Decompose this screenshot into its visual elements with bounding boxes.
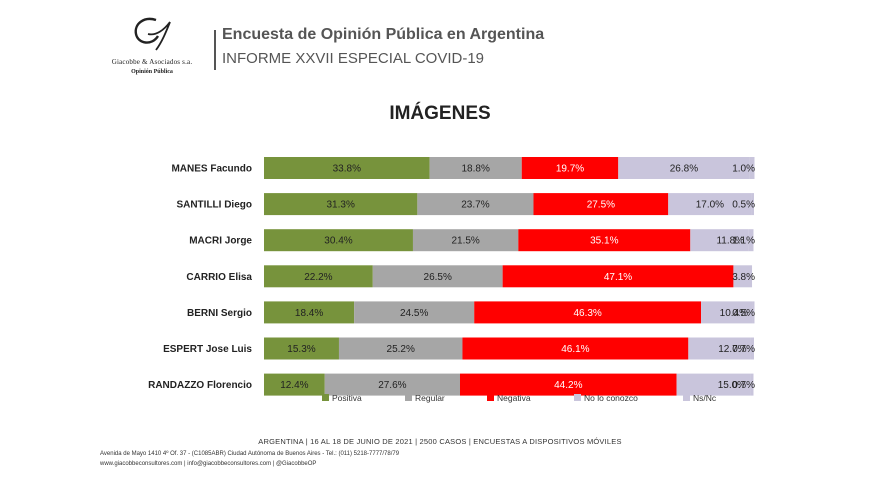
chart-title: IMÁGENES	[389, 103, 491, 124]
category-label: MACRI Jorge	[189, 236, 252, 247]
bar-segment-positiva	[264, 301, 355, 324]
bar-segment-no-lo-conozco	[668, 193, 752, 216]
data-label: 12.4%	[280, 380, 308, 391]
footer-address: Avenida de Mayo 1410 4º Of. 37 - (C1085A…	[100, 451, 400, 457]
category-label: MANES Facundo	[171, 164, 252, 175]
footer-contact: www.giacobbeconsultores.com | info@giaco…	[100, 461, 317, 467]
category-label: RANDAZZO Florencio	[148, 380, 252, 391]
bar-segment-ns-nc	[733, 265, 753, 288]
bar-segment-positiva	[264, 373, 325, 396]
data-label: 35.1%	[590, 236, 618, 247]
data-label: 12.7%	[718, 344, 746, 355]
bar-segment-no-lo-conozco	[701, 301, 753, 324]
data-label: 10.4%	[720, 308, 748, 319]
legend-label-regular: Regular	[415, 393, 445, 403]
data-label: 23.7%	[461, 200, 489, 211]
data-label: 3.8%	[732, 272, 755, 283]
bar-segment-ns-nc	[749, 157, 755, 179]
data-label: 0.7%	[732, 380, 755, 391]
data-label: 47.1%	[604, 272, 632, 283]
bar-segment-positiva	[264, 193, 418, 216]
bar-segment-negativa	[533, 193, 669, 216]
bar-segment-regular	[429, 157, 522, 179]
data-label: 27.6%	[378, 380, 406, 391]
company-logo: Giacobbe & Asociados s.a. Opinión Públic…	[100, 14, 204, 84]
category-label: ESPERT Jose Luis	[163, 344, 252, 355]
header-divider	[214, 30, 216, 70]
data-label: 46.1%	[561, 344, 589, 355]
data-label: 0.7%	[732, 344, 755, 355]
data-label: 31.3%	[327, 200, 355, 211]
bar-segment-negativa	[474, 301, 702, 324]
legend-swatch-negativa	[487, 394, 494, 401]
data-label: 0.5%	[732, 308, 755, 319]
bar-segment-regular	[354, 301, 475, 324]
data-label: 24.5%	[400, 308, 428, 319]
legend-swatch-regular	[405, 394, 412, 401]
category-label: BERNI Sergio	[187, 308, 252, 319]
bar-segment-regular	[324, 373, 460, 396]
legend-swatch-positiva	[322, 394, 329, 401]
data-label: 18.8%	[462, 164, 490, 175]
bar-segment-negativa	[460, 373, 677, 396]
bar-segment-regular	[338, 337, 463, 360]
data-label: 30.4%	[324, 236, 352, 247]
category-label: SANTILLI Diego	[176, 200, 252, 211]
data-label: 25.2%	[387, 344, 415, 355]
legend-label-ns-nc: Ns/Nc	[693, 393, 717, 403]
legend-label-no-lo-conozco: No lo conozco	[584, 393, 638, 403]
survey-info: ARGENTINA | 16 AL 18 DE JUNIO DE 2021 | …	[258, 437, 622, 446]
bar-segment-negativa	[518, 229, 691, 252]
data-label: 11.8%	[716, 236, 744, 247]
bar-segment-regular	[372, 265, 503, 288]
report-title: Encuesta de Opinión Pública en Argentina	[222, 26, 545, 43]
data-label: 33.8%	[333, 164, 361, 175]
legend-label-negativa: Negativa	[497, 393, 531, 403]
data-label: 46.3%	[573, 308, 601, 319]
data-label: 1.0%	[732, 164, 755, 175]
bar-segment-positiva	[264, 265, 373, 288]
legend-swatch-no-lo-conozco	[574, 394, 581, 401]
bar-segment-no-lo-conozco	[676, 373, 751, 396]
data-label: 0.5%	[732, 200, 755, 211]
legend-label-positiva: Positiva	[332, 393, 362, 403]
data-label: 26.8%	[670, 164, 698, 175]
bar-segment-negativa	[462, 337, 689, 360]
stacked-bar-chart: MANES Facundo 33.8% 18.8% 19.7% 26.8% 1.0% SAN…	[148, 157, 755, 403]
bar-segment-positiva	[264, 157, 430, 179]
category-label: CARRIO Elisa	[186, 272, 252, 283]
data-label: 18.4%	[295, 308, 323, 319]
bar-segment-positiva	[264, 337, 339, 360]
data-label: 27.5%	[587, 200, 615, 211]
data-label: 44.2%	[554, 380, 582, 391]
data-label: 15.3%	[287, 344, 315, 355]
bar-segment-no-lo-conozco	[690, 229, 749, 252]
bar-segment-ns-nc	[752, 301, 755, 324]
report-subtitle: INFORME XXVII ESPECIAL COVID-19	[222, 50, 485, 67]
data-label: 1.1%	[732, 236, 755, 247]
data-label: 22.2%	[304, 272, 332, 283]
data-label: 17.0%	[696, 200, 724, 211]
bar-segment-ns-nc	[748, 229, 754, 252]
bar-segment-no-lo-conozco	[688, 337, 751, 360]
legend-swatch-ns-nc	[683, 394, 690, 401]
data-label: 15.0%	[718, 380, 746, 391]
logo-subtitle: Opinión Pública	[131, 69, 173, 75]
bar-segment-positiva	[264, 229, 413, 252]
bar-segment-negativa	[502, 265, 734, 288]
data-label: 21.5%	[451, 236, 479, 247]
data-label: 26.5%	[424, 272, 452, 283]
bar-segment-regular	[417, 193, 534, 216]
data-label: 19.7%	[556, 164, 584, 175]
logo-mark-icon	[134, 17, 171, 51]
bar-segment-no-lo-conozco	[618, 157, 750, 179]
bar-segment-negativa	[521, 157, 619, 179]
bar-segment-regular	[412, 229, 519, 252]
bar-segment-ns-nc	[751, 193, 754, 216]
logo-name: Giacobbe & Asociados s.a.	[111, 58, 193, 66]
bar-segment-ns-nc	[750, 337, 754, 360]
bar-segment-ns-nc	[750, 373, 754, 396]
